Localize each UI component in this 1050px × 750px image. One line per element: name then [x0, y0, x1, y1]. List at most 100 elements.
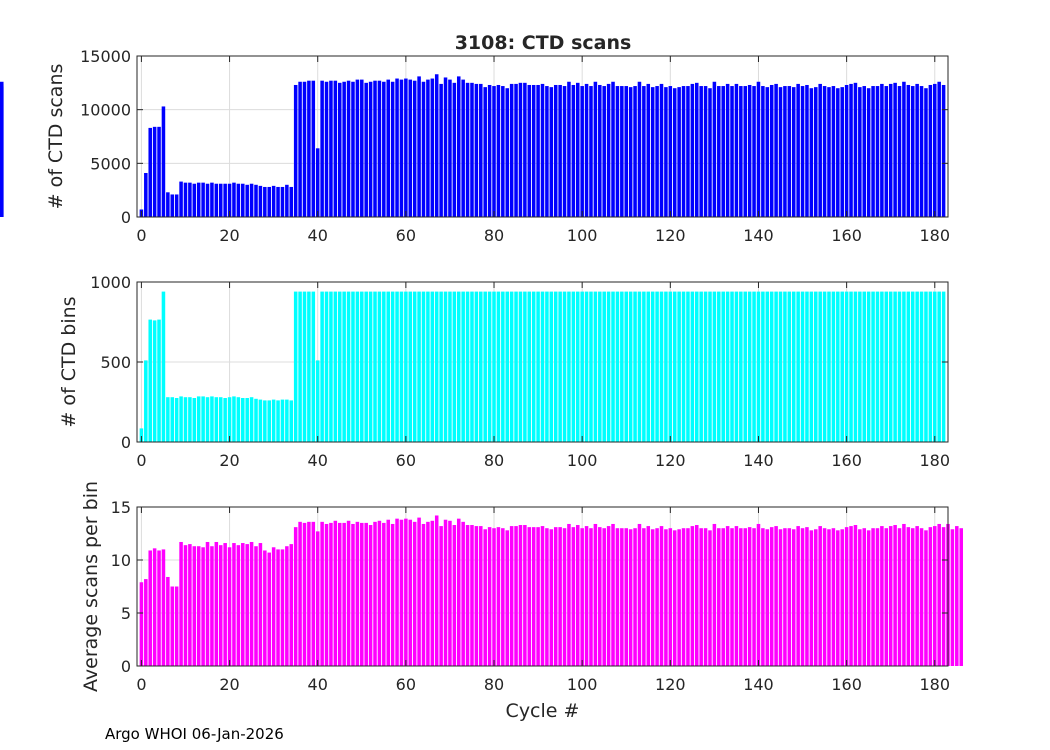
bar-scans-25: [249, 183, 254, 217]
bar-ratio-149: [796, 526, 800, 666]
x-tick-label: 40: [308, 226, 328, 245]
bar-bins-167: [875, 291, 880, 442]
bar-scans-181: [937, 81, 941, 217]
bar-ratio-168: [880, 526, 884, 666]
bar-bins-81: [496, 291, 501, 442]
bar-scans-28: [263, 186, 267, 217]
y-tick-label: 5000: [90, 154, 131, 173]
bar-bins-13: [196, 396, 201, 442]
x-tick-label: 140: [743, 226, 774, 245]
bar-scans-96: [562, 86, 567, 217]
bar-scans-87: [523, 82, 527, 217]
bar-ratio-24: [245, 544, 249, 666]
bar-bins-169: [884, 291, 889, 442]
bar-ratio-181: [937, 523, 941, 666]
bar-bins-51: [364, 291, 368, 442]
bar-ratio-157: [831, 528, 836, 666]
bar-ratio-46: [342, 522, 346, 666]
bar-scans-117: [655, 86, 659, 217]
bar-bins-49: [355, 291, 360, 442]
bar-ratio-43: [329, 522, 333, 666]
bar-ratio-60: [404, 518, 408, 666]
bar-scans-6: [166, 192, 170, 217]
bar-scans-65: [426, 79, 430, 217]
bar-ratio-15: [205, 541, 210, 666]
bar-bins-165: [866, 291, 871, 442]
bar-scans-4: [157, 126, 161, 217]
bar-bins-26: [254, 398, 258, 442]
bar-ratio-150: [800, 528, 805, 666]
bar-bins-25: [249, 397, 254, 442]
x-tick-label: 20: [219, 226, 239, 245]
bar-bins-65: [426, 291, 430, 442]
bar-bins-171: [893, 291, 897, 442]
bar-ratio-154: [818, 526, 822, 666]
bar-scans-178: [924, 88, 928, 217]
bar-bins-61: [408, 291, 413, 442]
bar-ratio-155: [822, 528, 827, 666]
bar-ratio-118: [659, 526, 664, 666]
bar-bins-176: [915, 291, 919, 442]
bar-bins-78: [483, 291, 487, 442]
bar-bins-39: [311, 291, 316, 442]
bar-bins-159: [840, 291, 844, 442]
bar-ratio-112: [633, 528, 637, 666]
bar-bins-103: [593, 291, 598, 442]
bar-bins-10: [183, 397, 188, 442]
bar-bins-70: [448, 291, 452, 442]
bar-scans-153: [814, 87, 818, 217]
bar-bins-178: [924, 291, 928, 442]
bar-scans-111: [628, 87, 633, 217]
bars-ratio: [139, 515, 963, 666]
bar-scans-79: [487, 84, 492, 217]
bar-bins-5: [161, 291, 166, 442]
bar-ratio-88: [527, 527, 532, 666]
bar-ratio-113: [637, 523, 642, 666]
bar-scans-147: [787, 86, 792, 217]
bar-ratio-30: [271, 547, 276, 666]
bar-bins-98: [571, 291, 576, 442]
bar-ratio-19: [223, 543, 227, 666]
bar-bins-173: [902, 291, 906, 442]
bar-scans-102: [589, 86, 593, 217]
x-tick-label: 80: [484, 226, 504, 245]
bar-ratio-82: [501, 528, 505, 666]
bar-bins-101: [584, 291, 589, 442]
bar-bins-14: [201, 396, 205, 442]
bar-bins-20: [227, 397, 232, 442]
bar-scans-60: [404, 78, 408, 217]
bar-ratio-121: [672, 530, 677, 666]
bar-ratio-101: [584, 526, 589, 666]
bar-scans-161: [849, 83, 853, 217]
bar-scans-106: [606, 83, 611, 217]
bar-ratio-50: [360, 522, 364, 666]
bar-scans-146: [783, 86, 787, 217]
bar-bins-36: [298, 291, 302, 442]
bar-scans-159: [840, 87, 844, 217]
bar-bins-144: [774, 291, 778, 442]
x-tick-label: 100: [567, 675, 598, 694]
bar-scans-182: [941, 84, 946, 217]
bar-ratio-90: [536, 527, 540, 666]
bar-scans-5: [161, 106, 166, 217]
bar-ratio-70: [448, 520, 452, 666]
bar-ratio-152: [809, 530, 814, 666]
bar-bins-57: [390, 291, 395, 442]
bar-scans-63: [417, 76, 421, 217]
bar-bins-27: [258, 399, 263, 442]
bar-ratio-28: [263, 550, 267, 666]
bar-scans-83: [505, 88, 510, 217]
bar-bins-164: [862, 291, 867, 442]
bar-scans-171: [893, 82, 897, 217]
bar-ratio-142: [765, 529, 770, 666]
bar-bins-127: [699, 291, 703, 442]
figure-title: 3108: CTD scans: [455, 32, 632, 54]
bar-bins-109: [620, 291, 624, 442]
bar-ratio-21: [232, 543, 236, 666]
bar-ratio-11: [188, 544, 192, 666]
bar-ratio-161: [849, 526, 853, 666]
bar-scans-134: [730, 86, 734, 217]
bar-bins-156: [827, 291, 831, 442]
y-tick-label: 10000: [80, 101, 131, 120]
bar-bins-22: [236, 397, 241, 442]
